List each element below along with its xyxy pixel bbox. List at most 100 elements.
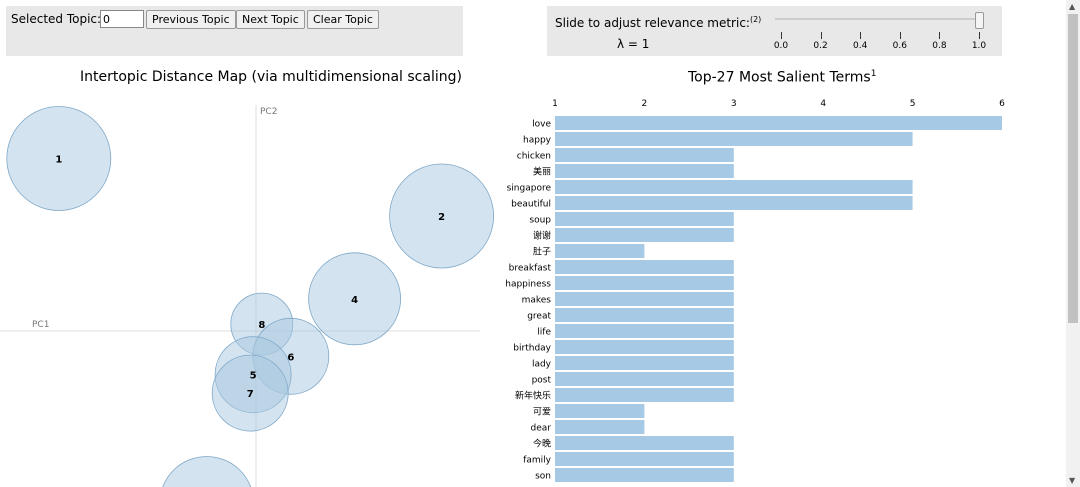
term-label[interactable]: makes bbox=[522, 296, 552, 306]
salient-terms-chart: 1 2 3 4 5 6 love happy chicken 美丽 singapore beautif… bbox=[505, 99, 1005, 482]
term-label[interactable]: soup bbox=[529, 216, 551, 226]
slider-tick bbox=[899, 32, 901, 39]
term-bar[interactable] bbox=[555, 180, 913, 194]
pc1-axis-label: PC1 bbox=[32, 320, 49, 330]
term-label[interactable]: singapore bbox=[507, 184, 552, 194]
term-label[interactable]: breakfast bbox=[509, 264, 552, 274]
topic-bubble[interactable] bbox=[6, 106, 112, 211]
bar-chart-title-text: Top-27 Most Salient Terms bbox=[688, 69, 871, 86]
bar-axis-tick-label: 6 bbox=[999, 99, 1005, 109]
term-bar[interactable] bbox=[555, 308, 734, 322]
topic-bubble-label: 8 bbox=[258, 320, 265, 331]
bar-axis-tick-label: 1 bbox=[552, 99, 558, 109]
term-bar[interactable] bbox=[555, 260, 734, 274]
clear-topic-button[interactable]: Clear Topic bbox=[307, 10, 379, 29]
topic-bubble-label: 4 bbox=[351, 295, 358, 306]
relevance-footnote: (2) bbox=[749, 15, 762, 24]
topic-bubble[interactable] bbox=[211, 354, 289, 432]
topic-bubble-label: 5 bbox=[250, 371, 257, 382]
term-bar[interactable] bbox=[555, 420, 645, 434]
previous-topic-button[interactable]: Previous Topic bbox=[146, 10, 236, 29]
slider-tick bbox=[860, 32, 862, 39]
term-label[interactable]: happiness bbox=[505, 280, 551, 290]
topic-bubble[interactable] bbox=[308, 252, 402, 346]
term-label[interactable]: love bbox=[532, 120, 551, 130]
topic-bubble-label: 6 bbox=[287, 352, 294, 363]
term-label[interactable]: post bbox=[532, 376, 552, 386]
term-bar[interactable] bbox=[555, 132, 913, 146]
term-label[interactable]: 肚子 bbox=[533, 247, 551, 258]
topic-control-panel: Selected Topic: Previous Topic Next Topi… bbox=[6, 6, 463, 56]
relevance-slider-track[interactable] bbox=[775, 18, 980, 20]
term-bar[interactable] bbox=[555, 148, 734, 162]
map-title: Intertopic Distance Map (via multidimens… bbox=[80, 69, 462, 85]
term-label[interactable]: beautiful bbox=[511, 200, 551, 210]
term-label[interactable]: family bbox=[523, 456, 551, 466]
lambda-value-label: λ = 1 bbox=[617, 37, 650, 51]
term-label[interactable]: 今晚 bbox=[533, 438, 551, 450]
topic-bubble-label: 1 bbox=[55, 155, 62, 166]
term-bar[interactable] bbox=[555, 340, 734, 354]
term-bar[interactable] bbox=[555, 212, 734, 226]
topic-bubble-labels: 1 2 4 8 6 5 7 bbox=[55, 155, 445, 401]
term-label[interactable]: chicken bbox=[517, 152, 551, 162]
term-bar[interactable] bbox=[555, 324, 734, 338]
term-bar[interactable] bbox=[555, 276, 734, 290]
term-bar[interactable] bbox=[555, 228, 734, 242]
selected-topic-input[interactable] bbox=[100, 10, 144, 28]
relevance-label: Slide to adjust relevance metric:(2) bbox=[555, 15, 761, 30]
term-label[interactable]: 谢谢 bbox=[533, 230, 551, 242]
bar-axis-tick-label: 5 bbox=[910, 99, 916, 109]
term-label[interactable]: birthday bbox=[513, 344, 551, 354]
relevance-slider-thumb[interactable] bbox=[975, 12, 984, 29]
term-bar[interactable] bbox=[555, 116, 1002, 130]
term-bar[interactable] bbox=[555, 164, 734, 178]
scrollbar-thumb[interactable] bbox=[1068, 14, 1078, 323]
slider-tick bbox=[820, 32, 822, 39]
topic-bubble-label: 7 bbox=[247, 389, 254, 400]
slider-tick bbox=[979, 32, 980, 39]
topic-bubble[interactable] bbox=[389, 163, 495, 269]
slider-tick-label: 0.6 bbox=[892, 41, 907, 51]
next-topic-button[interactable]: Next Topic bbox=[236, 10, 305, 29]
slider-tick bbox=[939, 32, 941, 39]
term-bar[interactable] bbox=[555, 468, 734, 482]
topic-bubble[interactable] bbox=[160, 456, 254, 487]
slider-tick bbox=[781, 32, 782, 39]
term-label[interactable]: dear bbox=[531, 424, 552, 434]
term-label[interactable]: son bbox=[535, 472, 551, 482]
slider-tick-label: 0.4 bbox=[853, 41, 868, 51]
term-label[interactable]: 新年快乐 bbox=[515, 390, 551, 402]
pc2-axis-label: PC2 bbox=[260, 107, 277, 117]
relevance-label-text: Slide to adjust relevance metric: bbox=[555, 16, 750, 30]
vertical-scrollbar[interactable]: ▲ ▼ bbox=[1066, 0, 1080, 487]
scroll-down-icon[interactable]: ▼ bbox=[1069, 476, 1076, 485]
slider-tick-label: 0.2 bbox=[813, 41, 828, 51]
term-label[interactable]: lady bbox=[532, 360, 552, 370]
slider-tick-label: 0.0 bbox=[773, 41, 789, 51]
scroll-up-icon[interactable]: ▲ bbox=[1069, 2, 1076, 11]
term-bar[interactable] bbox=[555, 388, 734, 402]
term-bar[interactable] bbox=[555, 196, 913, 210]
term-bar[interactable] bbox=[555, 356, 734, 370]
term-label[interactable]: great bbox=[527, 312, 551, 322]
bar-axis-tick-label: 4 bbox=[820, 99, 826, 109]
term-bar[interactable] bbox=[555, 452, 734, 466]
bar-axis-tick-label: 3 bbox=[731, 99, 737, 109]
term-bar[interactable] bbox=[555, 436, 734, 450]
topic-bubbles bbox=[6, 106, 495, 487]
slider-tick-label: 0.8 bbox=[932, 41, 947, 51]
bar-axis-tick-label: 2 bbox=[642, 99, 648, 109]
intertopic-distance-map: PC1 PC2 1 2 4 8 6 5 7 bbox=[0, 105, 495, 487]
term-bar[interactable] bbox=[555, 244, 645, 258]
term-label[interactable]: 可爱 bbox=[533, 407, 551, 418]
term-bar[interactable] bbox=[555, 292, 734, 306]
slider-tick-label: 1.0 bbox=[971, 41, 987, 51]
term-bar[interactable] bbox=[555, 372, 734, 386]
term-label[interactable]: happy bbox=[523, 136, 552, 146]
term-label[interactable]: 美丽 bbox=[533, 166, 551, 178]
term-bar[interactable] bbox=[555, 404, 645, 418]
term-label[interactable]: life bbox=[537, 328, 551, 338]
bar-chart-title: Top-27 Most Salient Terms1 bbox=[688, 69, 876, 86]
